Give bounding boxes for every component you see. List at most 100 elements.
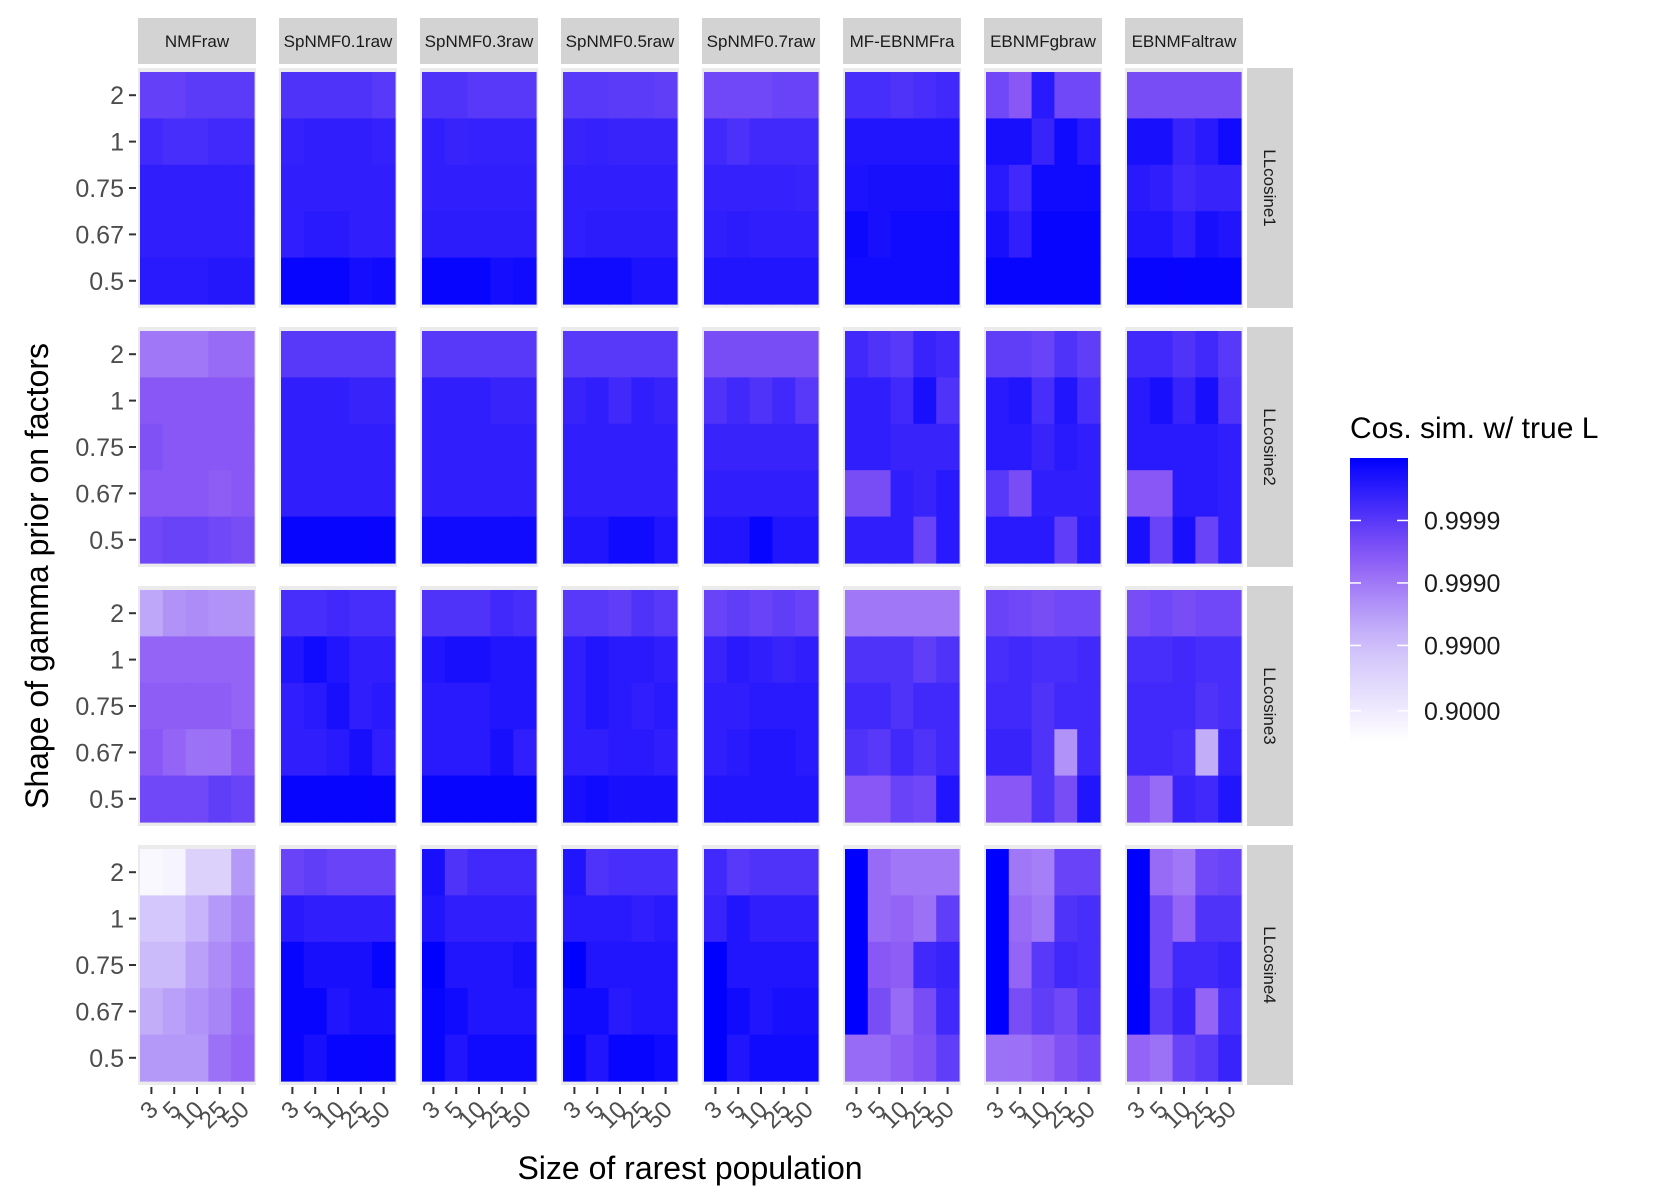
heatmap-cell (1008, 682, 1033, 730)
heatmap-cell (1077, 470, 1101, 518)
heatmap-cell (326, 470, 350, 518)
heatmap-cell (162, 729, 187, 777)
heatmap-cell (1218, 377, 1242, 425)
heatmap-cell (631, 118, 655, 166)
heatmap-cell (890, 516, 914, 564)
heatmap-cell (986, 377, 1010, 425)
heatmap-cell (1008, 516, 1033, 564)
heatmap-cell (1127, 118, 1151, 166)
heatmap-cell (867, 849, 892, 896)
column-strip: SpNMF0.1raw (279, 18, 397, 64)
heatmap-cell (867, 775, 892, 823)
heatmap-cell (913, 470, 937, 518)
heatmap-cell (140, 941, 164, 989)
heatmap-cell (631, 895, 655, 943)
heatmap-cell (513, 72, 537, 119)
heatmap-cell (986, 895, 1010, 943)
heatmap-cell (513, 164, 537, 212)
heatmap-cell (1031, 682, 1055, 730)
heatmap-cell (1195, 72, 1219, 119)
heatmap-cell (795, 636, 819, 684)
heatmap-cell (513, 211, 537, 259)
heatmap-cell (890, 729, 914, 777)
heatmap-cell (563, 941, 587, 989)
heatmap-cell (1218, 729, 1242, 777)
heatmap-cell (372, 682, 396, 730)
heatmap-cell (1195, 1034, 1219, 1082)
heatmap-cell (1054, 849, 1078, 896)
heatmap-cell (422, 423, 446, 471)
heatmap-cell (890, 590, 914, 637)
heatmap-cell (281, 682, 305, 730)
heatmap-cell (1031, 377, 1055, 425)
heatmap-cell (749, 257, 773, 305)
heatmap-cell (162, 1034, 187, 1082)
heatmap-cell (208, 941, 232, 989)
heatmap-panel (702, 327, 820, 567)
heatmap-cell (349, 682, 373, 730)
heatmap-cell (585, 331, 610, 378)
heatmap-cell (936, 423, 960, 471)
column-facet-label: EBNMFaltraw (1132, 32, 1238, 51)
heatmap-cell (444, 895, 469, 943)
strip-background (1247, 68, 1293, 308)
heatmap-cell (845, 729, 869, 777)
heatmap-cell (281, 72, 305, 119)
heatmap-cell (1127, 729, 1151, 777)
heatmap-cell (704, 377, 728, 425)
heatmap-cell (140, 895, 164, 943)
heatmap-cell (704, 331, 728, 378)
heatmap-cell (772, 988, 796, 1036)
heatmap-cell (444, 849, 469, 896)
heatmap-cell (563, 118, 587, 166)
heatmap-cell (1054, 941, 1078, 989)
heatmap-cell (372, 516, 396, 564)
y-tick-label: 0.67 (75, 739, 124, 767)
heatmap-cell (772, 895, 796, 943)
heatmap-cell (1031, 118, 1055, 166)
x-tick-label: 50 (1204, 1096, 1242, 1134)
heatmap-cell (585, 636, 610, 684)
heatmap-cell (490, 682, 514, 730)
strip-background (1125, 18, 1243, 64)
heatmap-cell (326, 895, 350, 943)
y-tick-label: 0.67 (75, 480, 124, 508)
heatmap-cell (1195, 941, 1219, 989)
heatmap-cell (372, 164, 396, 212)
heatmap-cell (326, 118, 350, 166)
heatmap-cell (654, 682, 678, 730)
heatmap-cell (1008, 118, 1033, 166)
heatmap-cell (704, 211, 728, 259)
heatmap-cell (704, 118, 728, 166)
heatmap-cell (467, 257, 491, 305)
x-axis-title: Size of rarest population (517, 1150, 862, 1186)
heatmap-cell (1218, 72, 1242, 119)
heatmap-cell (585, 118, 610, 166)
heatmap-cell (631, 729, 655, 777)
heatmap-cell (936, 118, 960, 166)
heatmap-cell (185, 164, 209, 212)
heatmap-cell (1218, 988, 1242, 1036)
heatmap-cell (1218, 941, 1242, 989)
heatmap-cell (1218, 636, 1242, 684)
heatmap-cell (936, 636, 960, 684)
heatmap-cell (303, 988, 328, 1036)
heatmap-cell (231, 1034, 255, 1082)
heatmap-cell (444, 636, 469, 684)
heatmap-cell (726, 423, 751, 471)
heatmap-cell (913, 211, 937, 259)
heatmap-cell (563, 257, 587, 305)
heatmap-cell (444, 729, 469, 777)
heatmap-cell (1172, 377, 1196, 425)
heatmap-cell (467, 72, 491, 119)
heatmap-cell (772, 729, 796, 777)
heatmap-cell (608, 423, 632, 471)
heatmap-cell (1195, 988, 1219, 1036)
heatmap-cell (608, 682, 632, 730)
heatmap-cell (444, 211, 469, 259)
heatmap-cell (444, 257, 469, 305)
heatmap-cell (1008, 470, 1033, 518)
heatmap-cell (185, 1034, 209, 1082)
heatmap-cell (1031, 988, 1055, 1036)
heatmap-cell (349, 988, 373, 1036)
